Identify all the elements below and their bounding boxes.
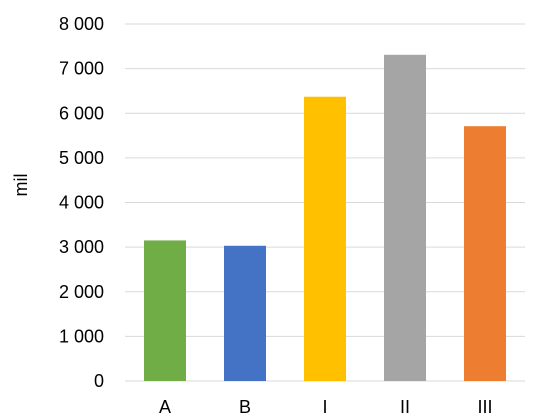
y-tick-label: 8 000 [59,14,104,34]
y-tick-label: 3 000 [59,237,104,257]
x-tick-label: II [400,397,410,417]
y-axis-tick-labels: 0 1 000 2 000 3 000 4 000 5 000 6 000 7 000 8 00… [59,14,104,391]
y-tick-label: 5 000 [59,148,104,168]
x-tick-label: A [159,397,171,417]
bar-iii [464,126,506,381]
y-tick-label: 7 000 [59,59,104,79]
x-tick-label: I [322,397,327,417]
y-tick-label: 4 000 [59,193,104,213]
bar-i [304,96,346,382]
bar-a [144,240,186,381]
y-tick-label: 2 000 [59,282,104,302]
y-axis-title: mil [11,174,31,197]
bars [144,54,506,382]
x-tick-label: B [239,397,251,417]
y-tick-label: 6 000 [59,103,104,123]
y-tick-label: 0 [94,371,104,391]
bar-ii [384,54,426,381]
y-tick-label: 1 000 [59,326,104,346]
x-tick-label: III [477,397,492,417]
x-axis-tick-labels: A B I II III [159,397,493,417]
bar-b [224,245,266,381]
